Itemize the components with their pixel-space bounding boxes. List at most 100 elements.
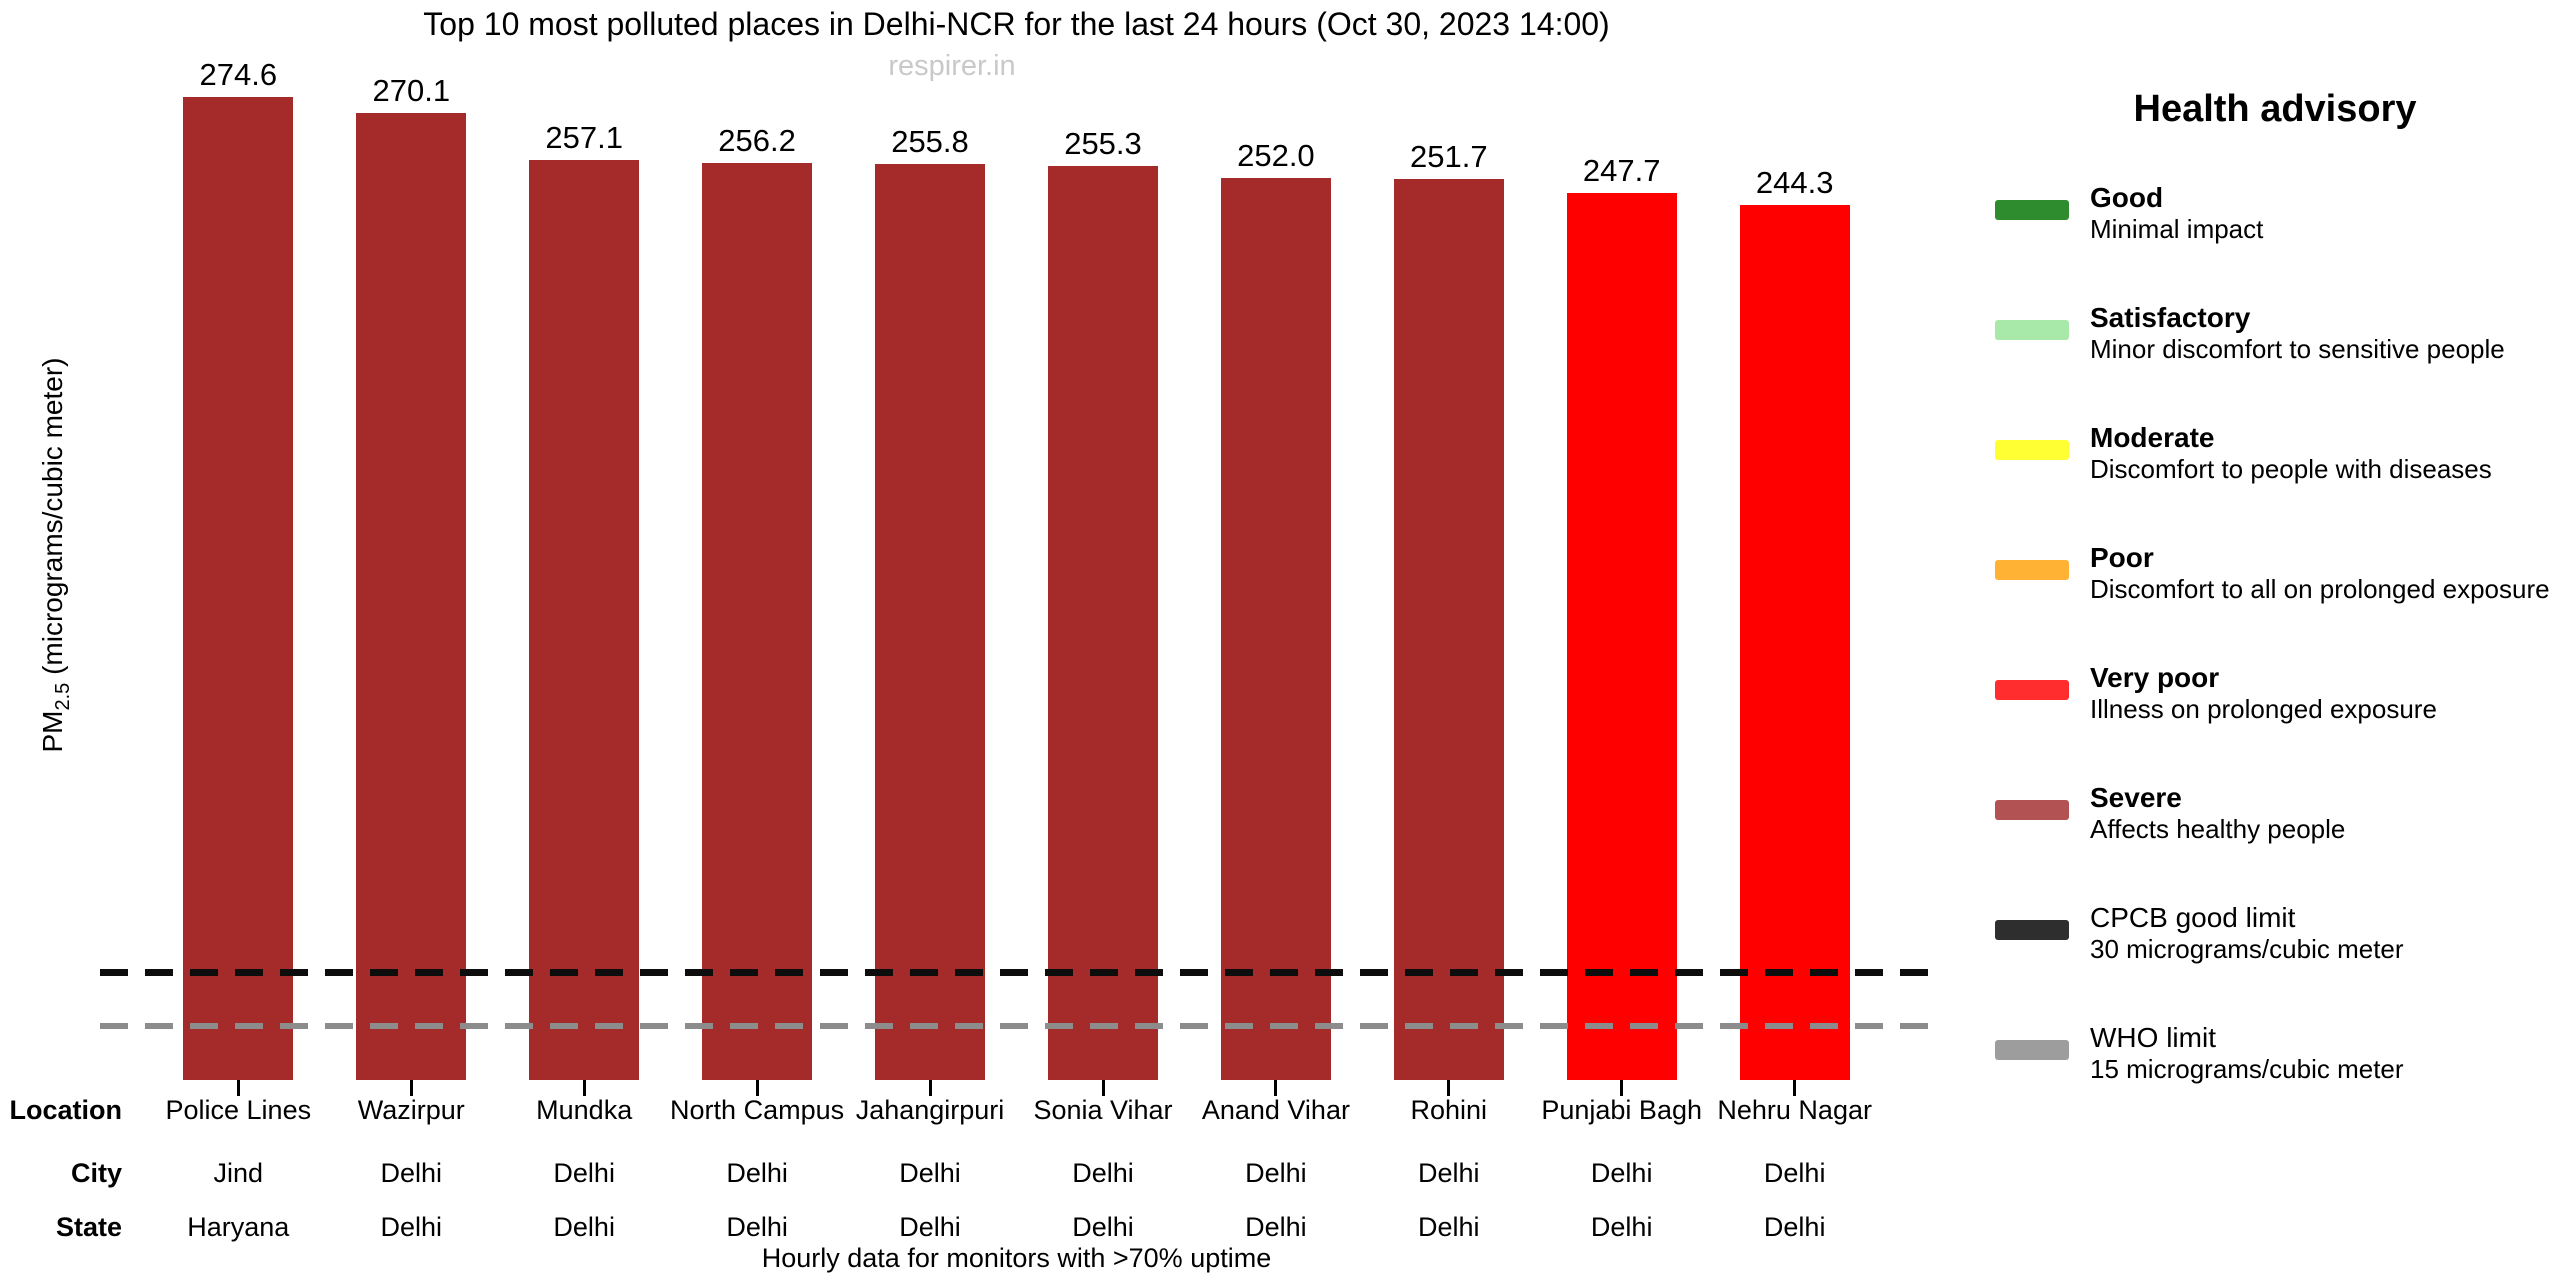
watermark: respirer.in <box>888 50 1016 82</box>
legend-item: CPCB good limit 30 micrograms/cubic meter <box>2090 902 2404 965</box>
city-label: Delhi <box>1590 1158 1653 1188</box>
bar-value-label: 256.2 <box>718 122 796 158</box>
legend-item-description: 30 micrograms/cubic meter <box>2090 934 2404 964</box>
bar-value-label: 274.6 <box>199 56 278 92</box>
legend-item-description: 15 micrograms/cubic meter <box>2090 1054 2404 1084</box>
footnote: Hourly data for monitors with >70% uptim… <box>761 1243 1272 1273</box>
legend-item-description: Discomfort to all on prolonged exposure <box>2090 574 2550 604</box>
location-label: Police Lines <box>165 1095 312 1125</box>
legend-swatch <box>1995 920 2069 940</box>
legend-item: Severe Affects healthy people <box>2090 782 2345 845</box>
state-label: Delhi <box>553 1212 615 1242</box>
bar <box>529 159 640 1080</box>
location-label: North Campus <box>670 1095 845 1125</box>
bar-value-label: 255.3 <box>1064 126 1142 161</box>
cpcb-limit-line <box>100 969 1933 977</box>
state-label: Delhi <box>1590 1212 1653 1242</box>
bar-value-label: 270.1 <box>372 73 451 108</box>
x-tick <box>755 1080 759 1096</box>
city-label: Delhi <box>1245 1158 1307 1188</box>
legend-title: Health advisory <box>2133 88 2417 130</box>
bar <box>702 162 813 1080</box>
who-limit-line <box>100 1023 1933 1030</box>
legend-item: Poor Discomfort to all on prolonged expos… <box>2090 542 2550 605</box>
legend-item-label: Moderate <box>2090 422 2215 453</box>
state-label: Delhi <box>1763 1212 1826 1242</box>
bar-value-label: 247.7 <box>1582 153 1661 189</box>
legend-item-label: CPCB good limit <box>2090 902 2296 933</box>
location-label: Nehru Nagar <box>1717 1095 1872 1125</box>
legend-item-label: Poor <box>2090 542 2154 573</box>
location-label: Anand Vihar <box>1201 1095 1350 1125</box>
bar <box>875 164 985 1080</box>
bar <box>1048 166 1158 1080</box>
bar <box>183 96 294 1080</box>
legend-item-description: Minor discomfort to sensitive people <box>2090 334 2505 364</box>
state-label: Delhi <box>380 1212 443 1242</box>
location-label: Punjabi Bagh <box>1541 1095 1702 1125</box>
bar <box>356 113 467 1080</box>
bar <box>1566 193 1677 1080</box>
legend-swatch <box>1995 440 2069 460</box>
legend-item-description: Affects healthy people <box>2090 814 2346 844</box>
legend-item: Very poor Illness on prolonged exposure <box>2090 662 2437 725</box>
legend-swatch <box>1995 320 2069 340</box>
state-label: Delhi <box>899 1212 961 1242</box>
city-label: Delhi <box>726 1158 788 1188</box>
legend-item-description: Minimal impact <box>2090 214 2264 244</box>
location-label: Sonia Vihar <box>1033 1095 1173 1125</box>
state-label: Haryana <box>187 1212 290 1242</box>
bar-value-label: 257.1 <box>545 119 623 155</box>
x-tick <box>1620 1080 1624 1096</box>
location-label: Rohini <box>1410 1095 1488 1125</box>
bar-value-label: 251.7 <box>1410 138 1488 174</box>
legend-item-description: Discomfort to people with diseases <box>2090 454 2492 484</box>
x-tick <box>236 1080 240 1096</box>
city-label: Delhi <box>553 1158 615 1188</box>
legend-item-label: WHO limit <box>2090 1022 2216 1053</box>
state-label: Delhi <box>1245 1212 1307 1242</box>
state-label: Delhi <box>1418 1212 1480 1242</box>
bar-value-label: 255.8 <box>891 124 969 160</box>
row-header-state: State <box>55 1212 122 1242</box>
x-tick <box>1793 1080 1797 1096</box>
chart-title: Top 10 most polluted places in Delhi-NCR… <box>423 6 1610 42</box>
legend-item-description: Illness on prolonged exposure <box>2090 694 2437 724</box>
x-tick <box>1447 1080 1451 1096</box>
legend-item: Moderate Discomfort to people with diseas… <box>2090 422 2492 485</box>
legend-item: Satisfactory Minor discomfort to sensitiv… <box>2090 302 2505 365</box>
legend-item-label: Severe <box>2090 782 2182 813</box>
location-label: Jahangirpuri <box>855 1095 1005 1125</box>
city-label: Jind <box>213 1158 264 1188</box>
row-header-location: Location <box>9 1095 123 1125</box>
legend-swatch <box>1995 1040 2069 1060</box>
bar-value-label: 244.3 <box>1755 165 1834 201</box>
legend-swatch <box>1995 680 2069 700</box>
city-label: Delhi <box>899 1158 961 1188</box>
legend-swatch <box>1995 560 2069 580</box>
x-tick <box>582 1080 586 1096</box>
row-header-city: City <box>70 1158 122 1188</box>
city-label: Delhi <box>1418 1158 1480 1188</box>
legend-swatch <box>1995 200 2069 220</box>
bar-value-label: 252.0 <box>1237 137 1315 173</box>
state-label: Delhi <box>1072 1212 1134 1242</box>
state-label: Delhi <box>726 1212 788 1242</box>
location-label: Mundka <box>536 1095 633 1125</box>
bar <box>1393 178 1504 1080</box>
city-label: Delhi <box>380 1158 443 1188</box>
legend-item: Good Minimal impact <box>2090 182 2263 245</box>
bar <box>1220 177 1331 1080</box>
legend-item-label: Very poor <box>2090 662 2220 693</box>
x-tick <box>1274 1080 1278 1096</box>
location-label: Wazirpur <box>357 1095 465 1125</box>
legend-item-label: Satisfactory <box>2090 302 2251 333</box>
bar <box>1739 205 1850 1080</box>
x-tick <box>409 1080 413 1096</box>
legend-item: WHO limit 15 micrograms/cubic meter <box>2090 1022 2404 1085</box>
x-tick <box>1101 1080 1105 1096</box>
x-tick <box>928 1080 932 1096</box>
legend-swatch <box>1995 800 2069 820</box>
